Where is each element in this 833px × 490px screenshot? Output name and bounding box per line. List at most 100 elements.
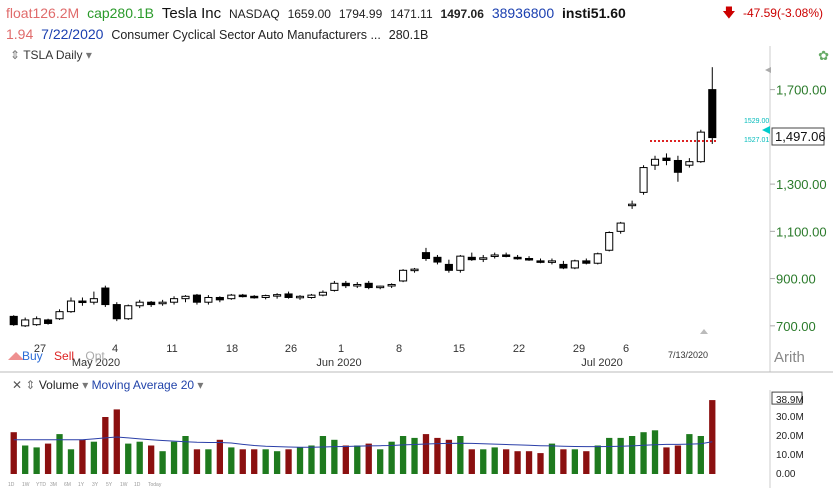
last-price-label: 1,497.06	[775, 129, 826, 144]
volume-bar	[411, 437, 418, 474]
drag-handle-icon[interactable]: ⇕	[25, 378, 36, 392]
candle-body	[295, 295, 305, 299]
exchange: NASDAQ	[229, 7, 280, 21]
y-tick-label: 1,100.00	[776, 224, 827, 239]
candle-body	[547, 260, 557, 263]
scroll-up-icon	[765, 67, 771, 73]
candle-body	[330, 282, 339, 291]
ma-title[interactable]: Moving Average 20	[91, 378, 195, 392]
candle-body	[639, 167, 648, 193]
volume-bar	[594, 445, 601, 474]
sector-text: Consumer Cyclical Sector Auto Manufactur…	[111, 28, 381, 42]
change-readout: 🡇 -47.59(-3.08%)	[722, 4, 827, 26]
volume-bar	[273, 451, 281, 474]
close-icon[interactable]: ✕	[12, 378, 23, 392]
volume-bar	[537, 453, 544, 474]
quote-row-1: float126.2M cap280.1B Tesla Inc NASDAQ 1…	[6, 5, 630, 22]
volume-bar	[377, 449, 384, 474]
volume-bar	[548, 443, 556, 474]
candle-body	[135, 301, 144, 307]
candle-body	[101, 287, 110, 306]
volume-bar	[262, 449, 269, 474]
candle-body	[399, 269, 408, 282]
insti-value: insti51.60	[562, 5, 626, 21]
candle-body	[628, 203, 637, 207]
volume-bar	[228, 447, 235, 474]
candle-body	[559, 263, 568, 269]
open-price: 1659.00	[287, 7, 331, 21]
volume-ma-line	[13, 436, 713, 448]
volume-bar	[10, 432, 17, 474]
volume-bar	[651, 430, 659, 474]
volume-pane-header: ✕ ⇕ Volume ▾ Moving Average 20 ▾	[12, 378, 203, 392]
volume-bar	[686, 434, 693, 474]
low-price: 1471.11	[390, 7, 433, 21]
timeframe-label: 3Y	[92, 482, 99, 488]
candle-body	[387, 283, 396, 287]
x-tick-label: 15	[453, 343, 465, 355]
timeframe-label: 5Y	[106, 482, 113, 488]
volume-bar	[399, 436, 407, 474]
candle-body	[66, 300, 76, 313]
timeframe-label: 3M	[50, 482, 57, 488]
change-value: -47.59(-3.08%)	[742, 6, 823, 20]
candle-body	[364, 282, 373, 289]
candle-body	[284, 293, 293, 298]
candle-body	[650, 158, 660, 166]
marker-bottom-label: 1527.01	[744, 137, 769, 144]
palette-icon[interactable]: ✿	[818, 48, 829, 63]
volume-value: 38936800	[491, 5, 555, 21]
volume-bar	[640, 432, 647, 474]
volume-bar	[170, 441, 178, 474]
volume-bar	[159, 451, 166, 474]
quote-row-2: 1.94 7/22/2020 Consumer Cyclical Sector …	[6, 26, 432, 42]
sell-button[interactable]: Sell	[54, 349, 75, 363]
volume-bar	[502, 449, 510, 474]
x-tick-label: 18	[226, 343, 238, 355]
volume-bar	[79, 439, 86, 474]
volume-bar	[628, 436, 636, 474]
volume-bar	[125, 443, 132, 474]
chart-title-dropdown[interactable]: ⇕ TSLA Daily ▾	[10, 48, 92, 62]
candle-body	[570, 260, 579, 269]
y-tick-label: 1,300.00	[776, 177, 827, 192]
x-month-label: Jul 2020	[581, 357, 623, 369]
candle-body	[158, 301, 167, 305]
candle-body	[456, 255, 465, 271]
candle-body	[227, 294, 236, 300]
candle-body	[536, 260, 545, 263]
volume-y-label: 20.0M	[776, 431, 804, 442]
row2-number: 1.94	[6, 26, 34, 42]
chart-title: TSLA Daily	[23, 48, 83, 62]
candle-body	[192, 294, 202, 303]
timeframe-label: Today	[148, 482, 162, 488]
candle-body	[490, 254, 499, 257]
volume-title[interactable]: Volume	[38, 378, 79, 392]
candle-body	[616, 222, 625, 232]
candle-body	[685, 161, 694, 166]
volume-y-label: 30.0M	[776, 412, 804, 423]
volume-bar	[606, 437, 613, 474]
volume-bar	[67, 449, 75, 474]
x-tick-label: 26	[285, 343, 297, 355]
candle-body	[593, 253, 602, 264]
candle-body	[55, 311, 64, 320]
volume-bar	[491, 447, 498, 474]
volume-bar	[709, 400, 716, 474]
candle-body	[410, 268, 419, 272]
candle-body	[513, 256, 522, 260]
volume-y-label: 38.9M	[776, 395, 804, 406]
candle-body	[112, 304, 121, 320]
volume-bar	[44, 443, 52, 474]
candle-body	[605, 232, 614, 251]
opt-button[interactable]: Opt	[85, 349, 105, 363]
volume-bar	[514, 451, 521, 474]
scale-mode-label: Arith	[774, 349, 805, 366]
volume-bar	[113, 409, 120, 474]
volume-bar	[388, 441, 395, 474]
volume-bar	[251, 449, 258, 474]
buy-button[interactable]: Buy	[22, 349, 43, 363]
volume-bar	[663, 447, 670, 474]
drag-handle-icon[interactable]: ⇕	[10, 48, 21, 62]
